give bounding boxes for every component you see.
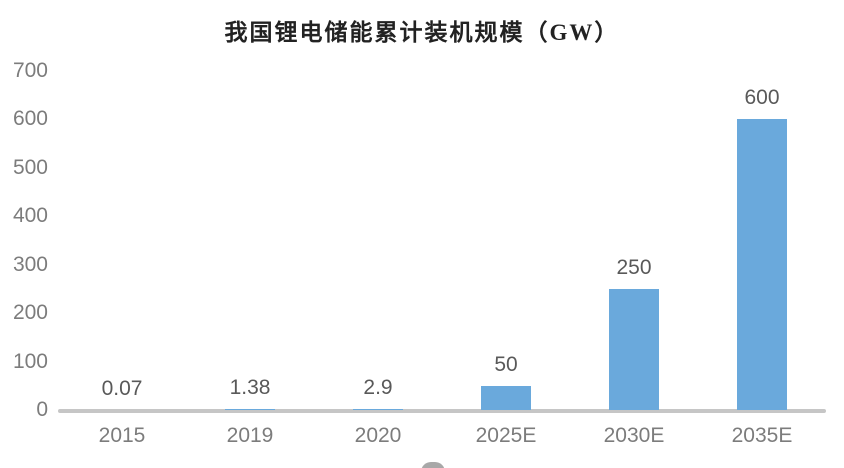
y-tick-label: 500 — [12, 155, 48, 179]
bar-slot-2030E: 250 — [570, 256, 698, 410]
x-axis-line — [58, 409, 826, 413]
bar-value-label: 250 — [616, 255, 652, 279]
y-tick-label: 100 — [12, 349, 48, 373]
x-tick-label-2035E: 2035E — [731, 424, 793, 447]
x-axis: 2015 2019 2020 2025E 2030E 2035E — [58, 424, 826, 448]
bar-2030E — [609, 288, 659, 410]
bar-value-label: 50 — [494, 352, 518, 376]
bar-2025E — [481, 385, 531, 410]
y-tick-label: 300 — [12, 252, 48, 276]
x-tick-label-2020: 2020 — [354, 424, 402, 447]
bar-slot-2019: 1.38 — [186, 376, 314, 410]
x-tick-label-2030E: 2030E — [603, 424, 665, 447]
y-tick-label: 600 — [12, 107, 48, 131]
bar-slot-2025E: 50 — [442, 353, 570, 410]
x-tick-label-2015: 2015 — [98, 424, 146, 447]
bar-slot-2035E: 600 — [698, 86, 826, 410]
plot-area: 0.07 1.38 2.9 50 250 600 — [58, 0, 826, 410]
bar-slot-2020: 2.9 — [314, 376, 442, 410]
bar-2035E — [737, 119, 787, 410]
y-tick-label: 200 — [12, 301, 48, 325]
y-tick-label: 0 — [36, 398, 48, 421]
bar-slot-2015: 0.07 — [58, 377, 186, 410]
cropped-glyph-fragment — [421, 462, 445, 468]
y-axis: 0 100 200 300 400 500 600 700 — [0, 0, 48, 468]
bar-value-label: 600 — [744, 86, 780, 110]
bar-2019 — [225, 409, 275, 410]
bar-value-label: 2.9 — [363, 375, 393, 399]
bar-value-label: 1.38 — [229, 376, 271, 400]
y-tick-label: 700 — [12, 59, 48, 82]
bar-2020 — [353, 408, 403, 410]
x-tick-label-2025E: 2025E — [475, 424, 537, 447]
bar-value-label: 0.07 — [101, 376, 143, 400]
y-tick-label: 400 — [12, 204, 48, 228]
chart-title: 我国锂电储能累计装机规模（GW） — [224, 20, 620, 45]
x-tick-label-2019: 2019 — [226, 424, 274, 447]
